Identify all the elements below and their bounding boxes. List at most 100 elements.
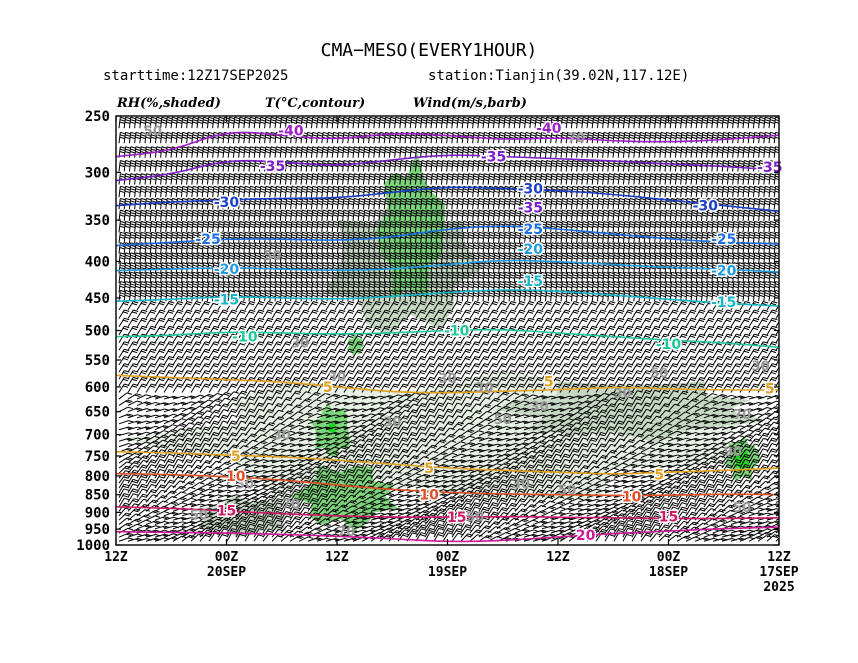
wind-barb (175, 131, 183, 144)
wind-barb (191, 116, 199, 129)
wind-barb (399, 116, 407, 129)
wind-barb (336, 146, 344, 158)
wind-barb (596, 131, 604, 144)
wind-barb (643, 146, 651, 158)
wind-barb (217, 116, 225, 129)
wind-barb (508, 116, 516, 129)
wind-barb (440, 116, 448, 129)
wind-barb (726, 131, 734, 144)
wind-barb (581, 146, 589, 158)
wind-barb (503, 131, 511, 144)
wind-barb (591, 146, 599, 158)
wind-barb (331, 146, 339, 158)
wind-barb (217, 146, 225, 158)
wind-barb (331, 116, 339, 129)
wind-barb (706, 146, 714, 158)
wind-barb (633, 116, 641, 129)
wind-barb (295, 146, 303, 158)
wind-barb (518, 116, 526, 129)
wind-barb (206, 146, 214, 158)
wind-barb (721, 146, 729, 158)
wind-barb (706, 131, 714, 144)
wind-barb (347, 116, 355, 129)
wind-barb (550, 116, 558, 129)
wind-barb (290, 146, 298, 158)
wind-barb (180, 116, 188, 129)
wind-barb (165, 159, 173, 172)
wind-barb (539, 116, 547, 129)
wind-barb (128, 116, 136, 129)
wind-barb (227, 116, 235, 129)
wind-barb (758, 116, 766, 129)
wind-barb (149, 116, 157, 129)
wind-barb (139, 116, 147, 129)
wind-barb (669, 146, 677, 158)
wind-barb (196, 146, 204, 158)
wind-barb (654, 146, 662, 158)
wind-barb (232, 146, 240, 158)
wind-barb (180, 146, 188, 158)
wind-barb (534, 146, 542, 158)
temp-legend-label: T(°C,contour) (265, 96, 365, 111)
wind-barb (773, 116, 779, 129)
wind-barb (170, 131, 178, 144)
wind-barb (321, 116, 329, 129)
wind-barb (716, 146, 724, 158)
wind-barb (482, 116, 490, 129)
wind-barb (128, 159, 136, 172)
wind-barb (295, 131, 303, 144)
wind-barb (518, 146, 526, 158)
wind-barb (316, 146, 324, 158)
wind-barb (238, 146, 246, 158)
wind-barb (170, 116, 178, 129)
wind-barb (466, 116, 474, 129)
wind-barb (206, 116, 214, 129)
wind-barb (191, 131, 199, 144)
wind-barb (622, 116, 630, 129)
wind-barb (664, 131, 672, 144)
wind-barb (368, 116, 376, 129)
wind-barb (248, 116, 256, 129)
wind-barb (768, 146, 776, 158)
wind-barb (628, 116, 636, 129)
wind-barb (316, 116, 324, 129)
wind-barb (570, 146, 578, 158)
wind-barb (508, 146, 516, 158)
wind-barb (763, 116, 771, 129)
rh-legend-label: RH(%,shaded) (117, 96, 221, 111)
wind-barb (695, 116, 703, 129)
wind-barb (513, 146, 521, 158)
wind-barb (498, 116, 506, 129)
wind-barb (269, 131, 277, 144)
wind-barb (430, 116, 438, 129)
wind-barb (123, 131, 131, 144)
wind-barb (342, 146, 350, 158)
wind-barb (607, 131, 615, 144)
wind-barb (711, 116, 719, 129)
wind-barb (435, 116, 443, 129)
wind-barb (576, 116, 584, 129)
wind-barb (716, 131, 724, 144)
wind-barb (160, 131, 168, 144)
wind-barb (357, 146, 365, 158)
wind-barb (347, 146, 355, 158)
wind-barb (602, 131, 610, 144)
wind-barb (212, 116, 220, 129)
wind-barb (144, 131, 152, 144)
wind-barb (264, 146, 272, 158)
wind-barb (154, 131, 162, 144)
wind-barb (357, 116, 365, 129)
wind-barb (659, 146, 667, 158)
wind-barb (529, 116, 537, 129)
wind-barb (425, 116, 433, 129)
wind-barb (144, 159, 152, 172)
wind-barb (503, 116, 511, 129)
wind-barb (368, 146, 376, 158)
wind-barb (326, 116, 334, 129)
wind-barb (305, 146, 313, 158)
wind-barb (440, 146, 448, 158)
wind-barb (638, 116, 646, 129)
wind-barb (175, 116, 183, 129)
